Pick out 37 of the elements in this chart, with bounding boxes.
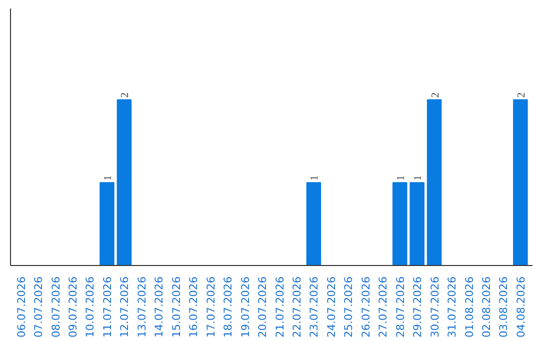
x-tick-label: 01.08.2026 bbox=[462, 276, 476, 338]
data-label: 1 bbox=[310, 175, 321, 181]
x-tick-label: 06.07.2026 bbox=[14, 276, 28, 338]
x-tick-label: 12.07.2026 bbox=[118, 276, 132, 338]
x-tick-label: 13.07.2026 bbox=[135, 276, 148, 338]
x-tick-label: 28.07.2026 bbox=[394, 276, 407, 338]
x-tick-label: 27.07.2026 bbox=[376, 276, 390, 338]
x-tick-label: 31.07.2026 bbox=[446, 276, 459, 338]
x-tick-label: 02.08.2026 bbox=[480, 276, 493, 338]
x-tick-label: 30.07.2026 bbox=[428, 276, 442, 338]
x-tick-label: 17.07.2026 bbox=[204, 276, 218, 338]
x-tick-label: 08.07.2026 bbox=[49, 276, 62, 338]
data-label: 2 bbox=[120, 92, 132, 98]
x-tick-label: 14.07.2026 bbox=[152, 276, 166, 338]
x-tick-label: 19.07.2026 bbox=[238, 276, 252, 338]
x-tick-label: 16.07.2026 bbox=[187, 276, 200, 338]
x-tick-label: 07.07.2026 bbox=[32, 276, 46, 338]
x-tick-label: 03.08.2026 bbox=[497, 276, 510, 338]
x-tick-label: 15.07.2026 bbox=[170, 276, 183, 338]
x-tick-label: 26.07.2026 bbox=[359, 276, 372, 338]
x-tick-label: 18.07.2026 bbox=[222, 276, 235, 338]
data-label: 2 bbox=[430, 92, 442, 98]
x-tick-label: 11.07.2026 bbox=[100, 276, 114, 338]
x-tick-label: 24.07.2026 bbox=[324, 276, 338, 338]
data-label: 1 bbox=[396, 175, 407, 181]
x-tick-label: 25.07.2026 bbox=[342, 276, 356, 338]
data-label: 1 bbox=[102, 175, 114, 181]
x-tick-label: 10.07.2026 bbox=[84, 276, 97, 338]
x-tick-label: 22.07.2026 bbox=[290, 276, 304, 338]
x-tick-label: 29.07.2026 bbox=[411, 276, 424, 338]
data-label: 1 bbox=[413, 175, 424, 181]
data-label: 2 bbox=[516, 92, 528, 98]
x-tick-label: 09.07.2026 bbox=[66, 276, 80, 338]
x-tick-label: 23.07.2026 bbox=[308, 276, 321, 338]
x-tick-label: 20.07.2026 bbox=[256, 276, 270, 338]
x-tick-label: 21.07.2026 bbox=[273, 276, 286, 338]
x-tick-label: 04.08.2026 bbox=[514, 276, 528, 338]
